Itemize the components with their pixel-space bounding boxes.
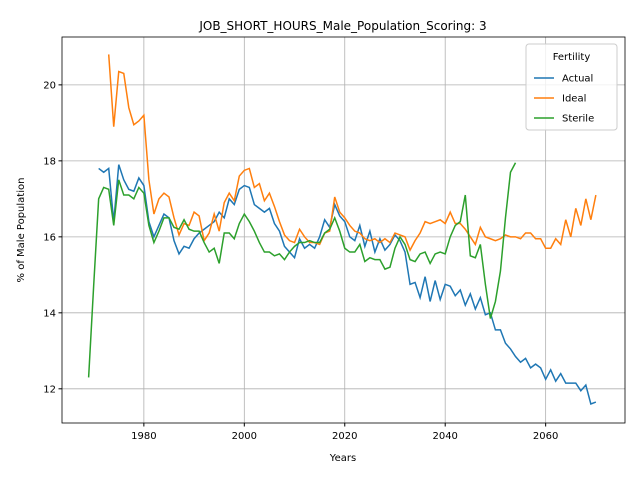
x-tick-label: 2060 <box>533 431 558 442</box>
legend-box <box>525 43 618 131</box>
data-line <box>98 164 597 405</box>
y-axis-label: % of Male Population <box>16 178 27 283</box>
chart-title: JOB_SHORT_HOURS_Male_Population_Scoring:… <box>198 19 486 33</box>
legend-title: Fertility <box>553 52 591 63</box>
y-tick-label: 14 <box>43 308 56 319</box>
x-tick-label: 1980 <box>131 431 156 442</box>
x-axis-label: Years <box>329 453 356 464</box>
y-tick-label: 16 <box>43 232 56 243</box>
data-line <box>87 162 517 378</box>
plot-frame <box>61 36 626 424</box>
data-line <box>107 54 597 252</box>
y-tick-label: 18 <box>43 156 56 167</box>
legend-label: Ideal <box>562 94 586 105</box>
x-tick-label: 2020 <box>332 431 357 442</box>
legend-label: Sterile <box>562 114 594 125</box>
x-tick-label: 2040 <box>432 431 457 442</box>
y-tick-label: 20 <box>43 80 56 91</box>
legend-label: Actual <box>562 74 593 85</box>
y-tick-label: 12 <box>43 384 56 395</box>
x-tick-label: 2000 <box>232 431 257 442</box>
